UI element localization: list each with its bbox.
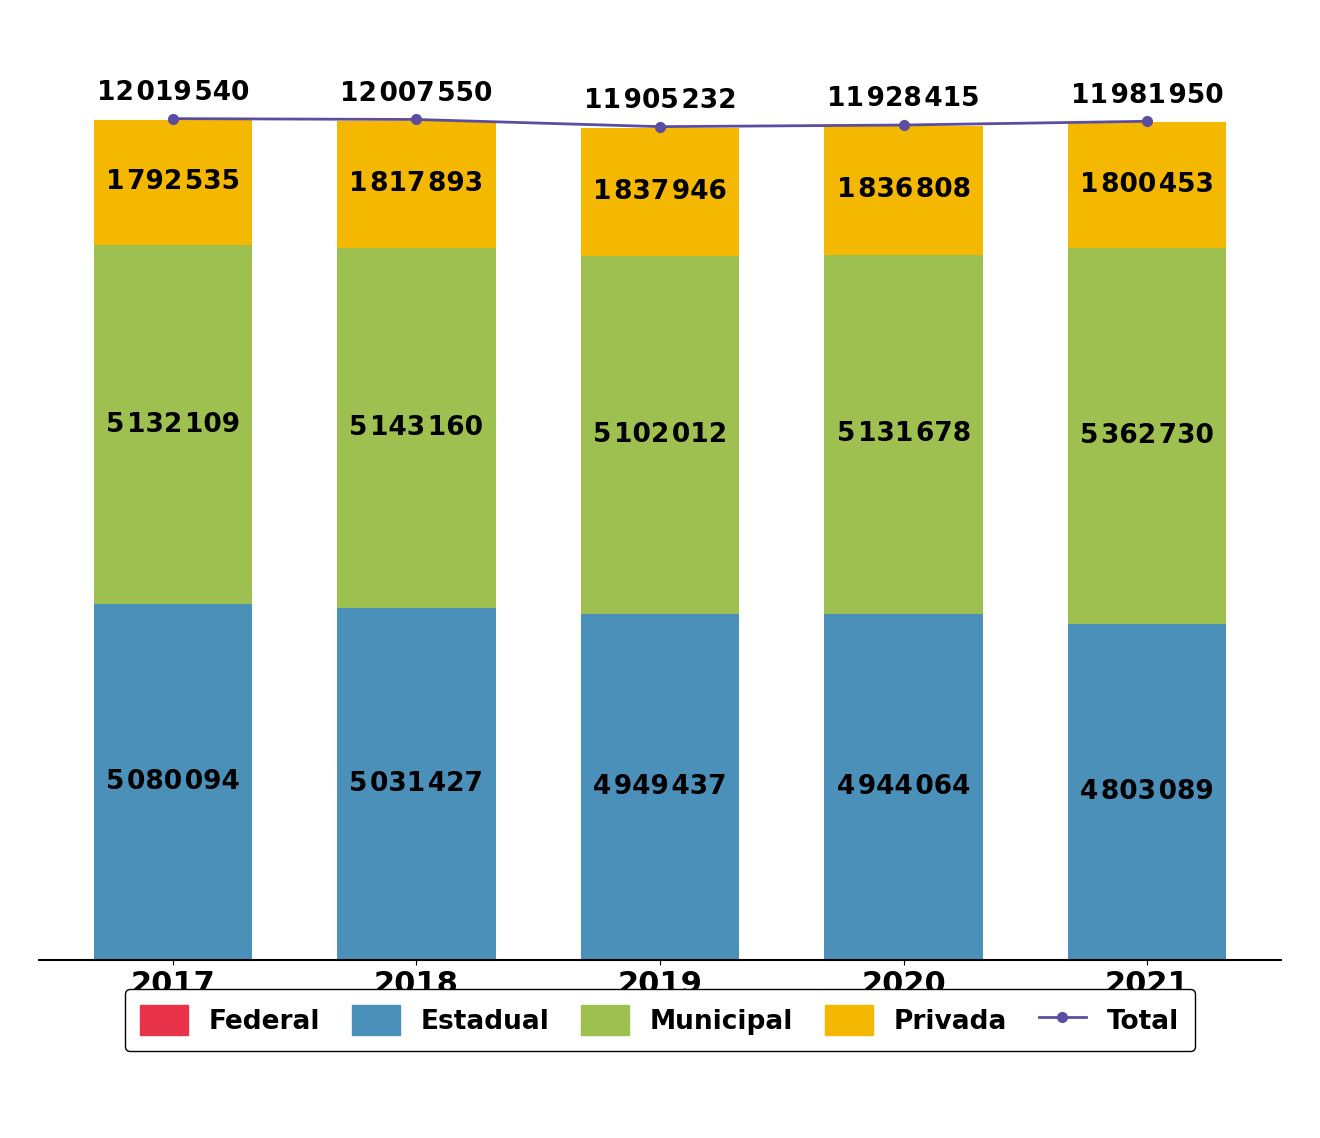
Text: 11 905 232: 11 905 232 <box>583 88 737 114</box>
Bar <box>581 613 739 960</box>
Legend: Federal, Estadual, Municipal, Privada, Total: Federal, Estadual, Municipal, Privada, T… <box>124 989 1196 1050</box>
Text: 4 949 437: 4 949 437 <box>593 774 727 800</box>
Bar <box>1068 248 1226 624</box>
Bar <box>338 121 495 248</box>
Text: 1 817 893: 1 817 893 <box>350 171 483 197</box>
Bar <box>1068 624 1226 960</box>
Text: 12 019 540: 12 019 540 <box>96 80 249 106</box>
Text: 5 143 160: 5 143 160 <box>350 415 483 440</box>
Text: 1 792 535: 1 792 535 <box>106 170 240 196</box>
Text: 4 944 064: 4 944 064 <box>837 774 970 800</box>
Text: 1 800 453: 1 800 453 <box>1080 172 1214 198</box>
Text: 1 837 946: 1 837 946 <box>593 179 727 205</box>
Text: 5 102 012: 5 102 012 <box>593 422 727 448</box>
Bar <box>825 255 982 615</box>
Text: 5 031 427: 5 031 427 <box>350 772 483 797</box>
Text: 11 981 950: 11 981 950 <box>1071 83 1224 108</box>
Text: 5 080 094: 5 080 094 <box>106 769 240 795</box>
Bar <box>825 615 982 960</box>
Text: 12 007 550: 12 007 550 <box>341 81 492 107</box>
Text: 1 836 808: 1 836 808 <box>837 178 970 204</box>
Bar <box>94 119 252 245</box>
Bar <box>338 248 495 608</box>
Bar <box>581 256 739 613</box>
Bar <box>581 127 739 256</box>
Bar <box>94 604 252 960</box>
Bar <box>94 245 252 604</box>
Text: 5 131 678: 5 131 678 <box>837 421 970 447</box>
Text: 4 803 089: 4 803 089 <box>1080 780 1214 805</box>
Bar <box>1068 123 1226 248</box>
Text: 5 362 730: 5 362 730 <box>1080 423 1214 450</box>
Text: 5 132 109: 5 132 109 <box>106 412 240 438</box>
Bar <box>825 126 982 255</box>
Text: 11 928 415: 11 928 415 <box>828 86 979 113</box>
Bar <box>338 608 495 960</box>
